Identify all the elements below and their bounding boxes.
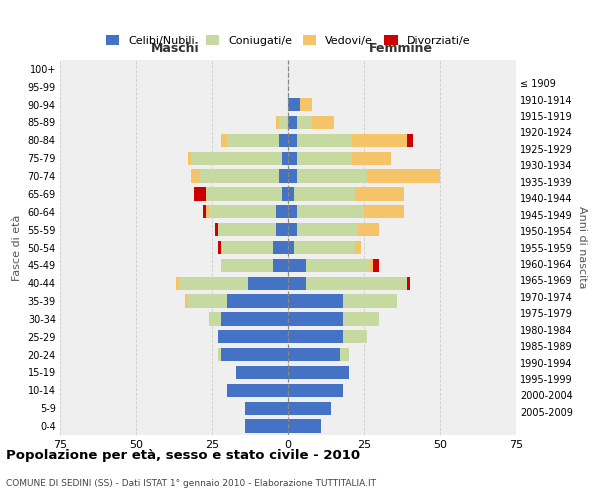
Bar: [200, 170, 279, 183]
Bar: [343, 312, 379, 326]
Bar: [273, 258, 288, 272]
Bar: [288, 223, 297, 236]
Bar: [176, 276, 179, 290]
Bar: [407, 134, 413, 147]
Bar: [288, 312, 343, 326]
Bar: [273, 241, 288, 254]
Bar: [215, 223, 218, 236]
Bar: [343, 294, 397, 308]
Bar: [355, 241, 361, 254]
Text: Maschi: Maschi: [151, 42, 200, 54]
Bar: [179, 276, 248, 290]
Bar: [288, 366, 349, 379]
Bar: [373, 258, 379, 272]
Y-axis label: Anni di nascita: Anni di nascita: [577, 206, 587, 289]
Bar: [288, 98, 300, 112]
Bar: [245, 402, 288, 415]
Bar: [227, 294, 288, 308]
Bar: [279, 116, 288, 129]
Legend: Celibi/Nubili, Coniugati/e, Vedovi/e, Divorziati/e: Celibi/Nubili, Coniugati/e, Vedovi/e, Di…: [103, 32, 473, 49]
Bar: [227, 384, 288, 397]
Bar: [297, 116, 313, 129]
Bar: [300, 98, 313, 112]
Bar: [297, 205, 364, 218]
Bar: [288, 116, 297, 129]
Bar: [236, 366, 288, 379]
Bar: [340, 348, 349, 362]
Bar: [288, 294, 343, 308]
Bar: [288, 152, 297, 165]
Text: Popolazione per età, sesso e stato civile - 2010: Popolazione per età, sesso e stato civil…: [6, 450, 360, 462]
Bar: [288, 187, 294, 200]
Bar: [288, 170, 297, 183]
Bar: [297, 223, 358, 236]
Bar: [352, 134, 407, 147]
Bar: [352, 152, 391, 165]
Text: COMUNE DI SEDINI (SS) - Dati ISTAT 1° gennaio 2010 - Elaborazione TUTTITALIA.IT: COMUNE DI SEDINI (SS) - Dati ISTAT 1° ge…: [6, 478, 376, 488]
Bar: [276, 205, 288, 218]
Bar: [288, 384, 343, 397]
Bar: [288, 134, 297, 147]
Bar: [297, 152, 352, 165]
Text: Femmine: Femmine: [368, 42, 433, 54]
Bar: [313, 116, 334, 129]
Bar: [185, 294, 188, 308]
Bar: [288, 276, 306, 290]
Bar: [191, 170, 200, 183]
Bar: [221, 134, 227, 147]
Bar: [206, 187, 282, 200]
Bar: [209, 312, 221, 326]
Bar: [221, 241, 273, 254]
Bar: [276, 116, 279, 129]
Bar: [221, 258, 273, 272]
Bar: [218, 223, 276, 236]
Bar: [355, 187, 404, 200]
Bar: [218, 241, 221, 254]
Bar: [221, 348, 288, 362]
Bar: [288, 330, 343, 344]
Bar: [282, 152, 288, 165]
Y-axis label: Fasce di età: Fasce di età: [12, 214, 22, 280]
Bar: [206, 205, 209, 218]
Bar: [407, 276, 410, 290]
Bar: [297, 134, 352, 147]
Bar: [294, 187, 355, 200]
Bar: [282, 187, 288, 200]
Bar: [288, 402, 331, 415]
Bar: [288, 241, 294, 254]
Bar: [221, 312, 288, 326]
Bar: [194, 187, 206, 200]
Bar: [209, 205, 276, 218]
Bar: [188, 152, 191, 165]
Bar: [288, 420, 322, 433]
Bar: [294, 241, 355, 254]
Bar: [276, 223, 288, 236]
Bar: [343, 330, 367, 344]
Bar: [306, 276, 407, 290]
Bar: [279, 134, 288, 147]
Bar: [288, 348, 340, 362]
Bar: [367, 170, 440, 183]
Bar: [370, 258, 373, 272]
Bar: [218, 330, 288, 344]
Bar: [279, 170, 288, 183]
Bar: [227, 134, 279, 147]
Bar: [188, 294, 227, 308]
Bar: [218, 348, 221, 362]
Bar: [245, 420, 288, 433]
Bar: [248, 276, 288, 290]
Bar: [306, 258, 370, 272]
Bar: [364, 205, 404, 218]
Bar: [297, 170, 367, 183]
Bar: [191, 152, 282, 165]
Bar: [358, 223, 379, 236]
Bar: [288, 258, 306, 272]
Bar: [288, 205, 297, 218]
Bar: [203, 205, 206, 218]
